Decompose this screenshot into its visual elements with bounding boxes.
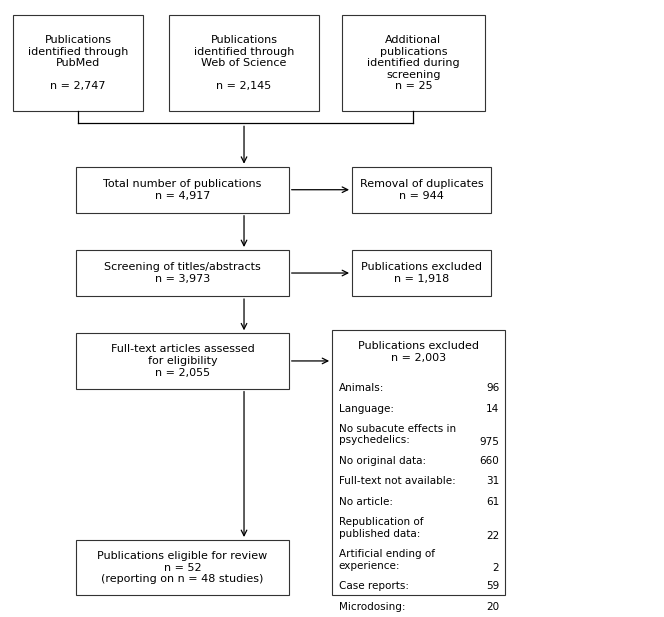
Text: Total number of publications
n = 4,917: Total number of publications n = 4,917 [104,179,262,201]
Text: 59: 59 [486,581,499,591]
FancyBboxPatch shape [342,15,485,111]
Text: Animals:: Animals: [339,383,384,393]
Text: Removal of duplicates
n = 944: Removal of duplicates n = 944 [360,179,483,201]
Text: 22: 22 [486,531,499,540]
FancyBboxPatch shape [76,167,289,213]
Text: Artificial ending of
experience:: Artificial ending of experience: [339,549,435,571]
Text: 2: 2 [493,563,499,573]
Text: 20: 20 [486,602,499,611]
Text: No article:: No article: [339,497,392,507]
FancyBboxPatch shape [76,333,289,389]
Text: 975: 975 [479,437,499,447]
Text: Publications
identified through
Web of Science

n = 2,145: Publications identified through Web of S… [194,35,294,91]
Text: Publications excluded
n = 1,918: Publications excluded n = 1,918 [361,262,482,284]
FancyBboxPatch shape [352,250,491,296]
Text: No original data:: No original data: [339,456,426,466]
Text: 31: 31 [486,476,499,486]
FancyBboxPatch shape [332,330,505,595]
Text: Publications
identified through
PubMed

n = 2,747: Publications identified through PubMed n… [28,35,128,91]
Text: 14: 14 [486,404,499,413]
Text: Publications excluded
n = 2,003: Publications excluded n = 2,003 [358,341,479,363]
Text: 660: 660 [479,456,499,466]
Text: Republication of
published data:: Republication of published data: [339,517,423,539]
Text: Full-text not available:: Full-text not available: [339,476,456,486]
Text: No subacute effects in
psychedelics:: No subacute effects in psychedelics: [339,424,456,445]
Text: Additional
publications
identified during
screening
n = 25: Additional publications identified durin… [367,35,459,91]
Text: 96: 96 [486,383,499,393]
FancyBboxPatch shape [76,250,289,296]
Text: Screening of titles/abstracts
n = 3,973: Screening of titles/abstracts n = 3,973 [104,262,261,284]
Text: 61: 61 [486,497,499,507]
FancyBboxPatch shape [13,15,143,111]
Text: Microdosing:: Microdosing: [339,602,405,611]
FancyBboxPatch shape [352,167,491,213]
Text: Full-text articles assessed
for eligibility
n = 2,055: Full-text articles assessed for eligibil… [111,344,254,378]
Text: Case reports:: Case reports: [339,581,408,591]
FancyBboxPatch shape [169,15,319,111]
Text: Language:: Language: [339,404,394,413]
Text: Publications eligible for review
n = 52
(reporting on n = 48 studies): Publications eligible for review n = 52 … [98,551,268,584]
FancyBboxPatch shape [76,540,289,595]
